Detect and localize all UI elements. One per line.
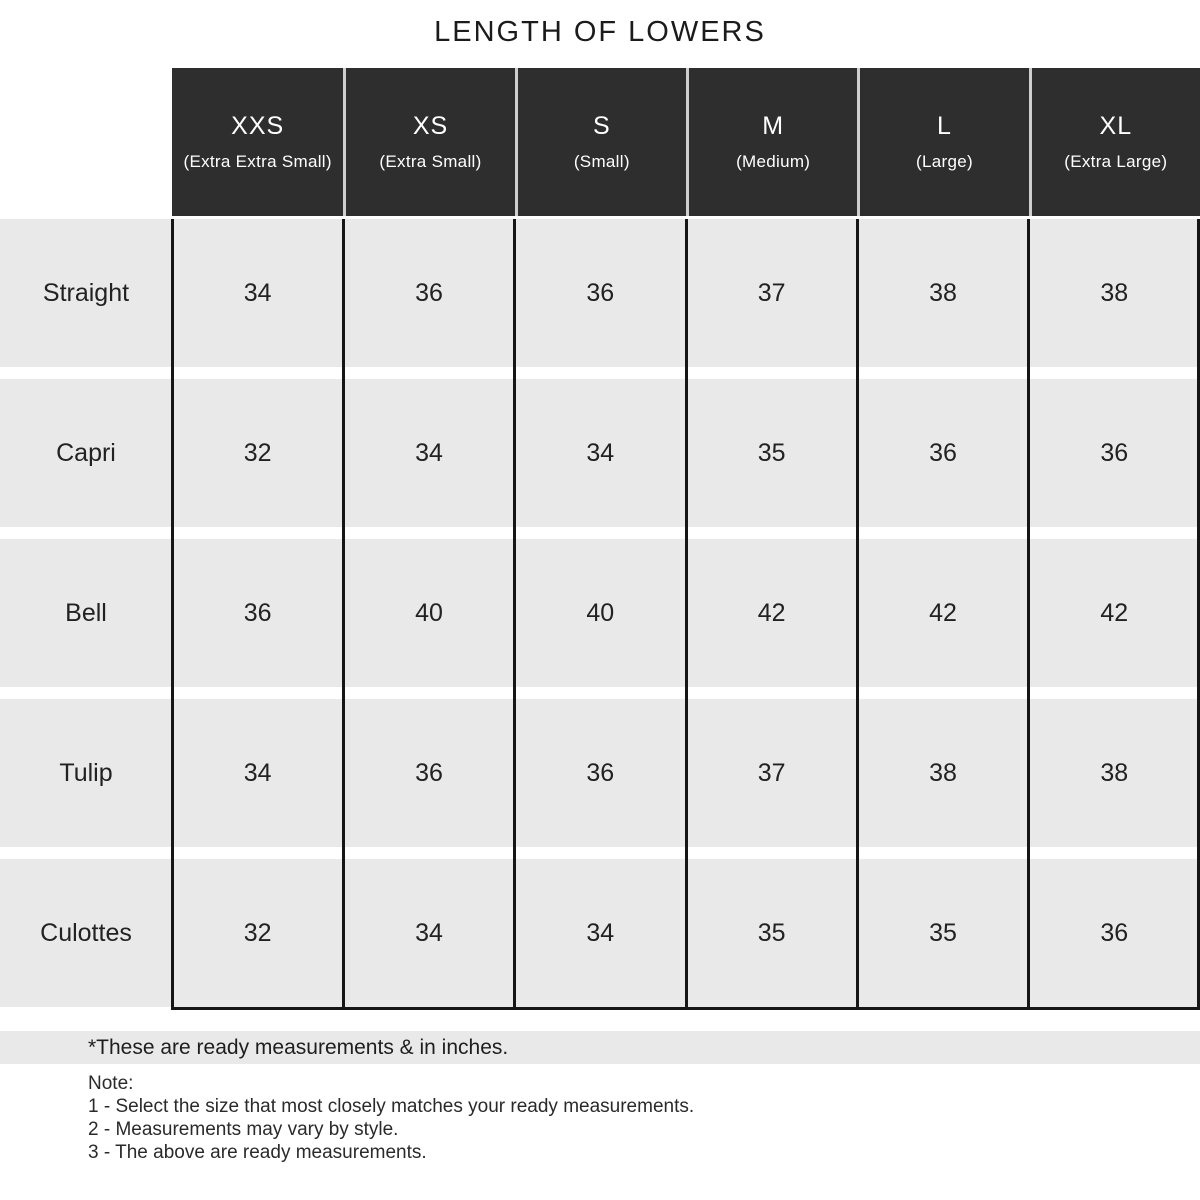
measurement-value: 34 (243, 278, 272, 307)
size-code: L (937, 112, 952, 140)
table-gridline (1027, 219, 1030, 1010)
measurement-value: 36 (243, 598, 272, 627)
row-label: Tulip (59, 758, 113, 787)
measurement-value: 34 (586, 438, 615, 467)
table-gridline (685, 219, 688, 1010)
notes-section: Note: 1 - Select the size that most clos… (88, 1072, 694, 1164)
measurement-value: 38 (1100, 278, 1129, 307)
measurement-value: 38 (929, 758, 957, 787)
table-body: Straight 34 36 36 37 38 38 Capri 32 34 3… (0, 219, 1200, 1010)
measurement-value: 36 (1100, 918, 1129, 947)
measurement-value: 36 (586, 278, 615, 307)
table-row-bell: Bell 36 40 40 42 42 42 (0, 539, 1200, 687)
measurement-value: 42 (1100, 598, 1129, 627)
table-row-capri: Capri 32 34 34 35 36 36 (0, 379, 1200, 527)
table-row-culottes: Culottes 32 34 34 35 35 36 (0, 859, 1200, 1007)
size-full-name: (Small) (573, 152, 630, 171)
measurement-value: 40 (415, 598, 443, 627)
measurement-value: 34 (415, 918, 443, 947)
column-header-xs: XS (Extra Small) (343, 68, 515, 216)
size-full-name: (Medium) (736, 152, 811, 171)
size-full-name: (Extra Small) (379, 152, 482, 171)
column-header-s: S (Small) (514, 68, 686, 216)
measurement-value: 37 (757, 758, 786, 787)
size-full-name: (Extra Extra Small) (183, 152, 332, 171)
size-full-name: (Extra Large) (1064, 152, 1168, 171)
table-gridline (171, 219, 174, 1010)
table-row-tulip: Tulip 34 36 36 37 38 38 (0, 699, 1200, 847)
column-header-l: L (Large) (857, 68, 1029, 216)
measurement-value: 32 (243, 918, 272, 947)
footnote-text: *These are ready measurements & in inche… (88, 1035, 509, 1059)
measurement-value: 34 (243, 758, 272, 787)
measurement-value: 36 (1100, 438, 1129, 467)
table-gridline (856, 219, 859, 1010)
table-gridline (513, 219, 516, 1010)
measurement-value: 34 (586, 918, 615, 947)
measurement-value: 36 (929, 438, 957, 467)
table-row-straight: Straight 34 36 36 37 38 38 (0, 219, 1200, 367)
table-gridline (1197, 219, 1200, 1010)
size-code: XL (1099, 112, 1133, 140)
measurement-value: 36 (415, 278, 443, 307)
measurement-value: 34 (415, 438, 443, 467)
table-header-corner (0, 68, 172, 216)
measurement-value: 40 (586, 598, 615, 627)
table-gridline (342, 219, 345, 1010)
measurement-value: 35 (757, 918, 786, 947)
measurement-value: 42 (929, 598, 957, 627)
measurement-value: 35 (929, 918, 957, 947)
table-header-row: XXS (Extra Extra Small) XS (Extra Small)… (0, 68, 1200, 216)
measurement-value: 36 (586, 758, 615, 787)
size-code: XXS (231, 112, 285, 140)
measurement-value: 36 (415, 758, 443, 787)
measurement-value: 42 (757, 598, 786, 627)
measurement-value: 37 (757, 278, 786, 307)
column-header-xxs: XXS (Extra Extra Small) (172, 68, 344, 216)
note-item: 3 - The above are ready measurements. (88, 1142, 427, 1163)
page-title: LENGTH OF LOWERS (434, 16, 766, 48)
note-item: 2 - Measurements may vary by style. (88, 1119, 399, 1140)
measurement-value: 38 (929, 278, 957, 307)
footnote-bar: *These are ready measurements & in inche… (0, 1031, 1200, 1064)
row-label: Bell (65, 598, 107, 627)
table-bottom-border (171, 1007, 1200, 1010)
measurement-value: 35 (757, 438, 786, 467)
size-code: XS (412, 112, 449, 140)
column-header-m: M (Medium) (685, 68, 858, 216)
measurement-value: 32 (243, 438, 272, 467)
column-header-xl: XL (Extra Large) (1028, 68, 1200, 216)
row-label: Straight (42, 278, 130, 307)
notes-heading: Note: (88, 1073, 134, 1094)
size-full-name: (Large) (916, 152, 973, 171)
measurement-value: 38 (1100, 758, 1129, 787)
size-code: S (592, 112, 611, 140)
row-label: Culottes (40, 918, 132, 947)
size-code: M (762, 112, 785, 140)
row-label: Capri (56, 438, 116, 467)
note-item: 1 - Select the size that most closely ma… (88, 1096, 695, 1117)
